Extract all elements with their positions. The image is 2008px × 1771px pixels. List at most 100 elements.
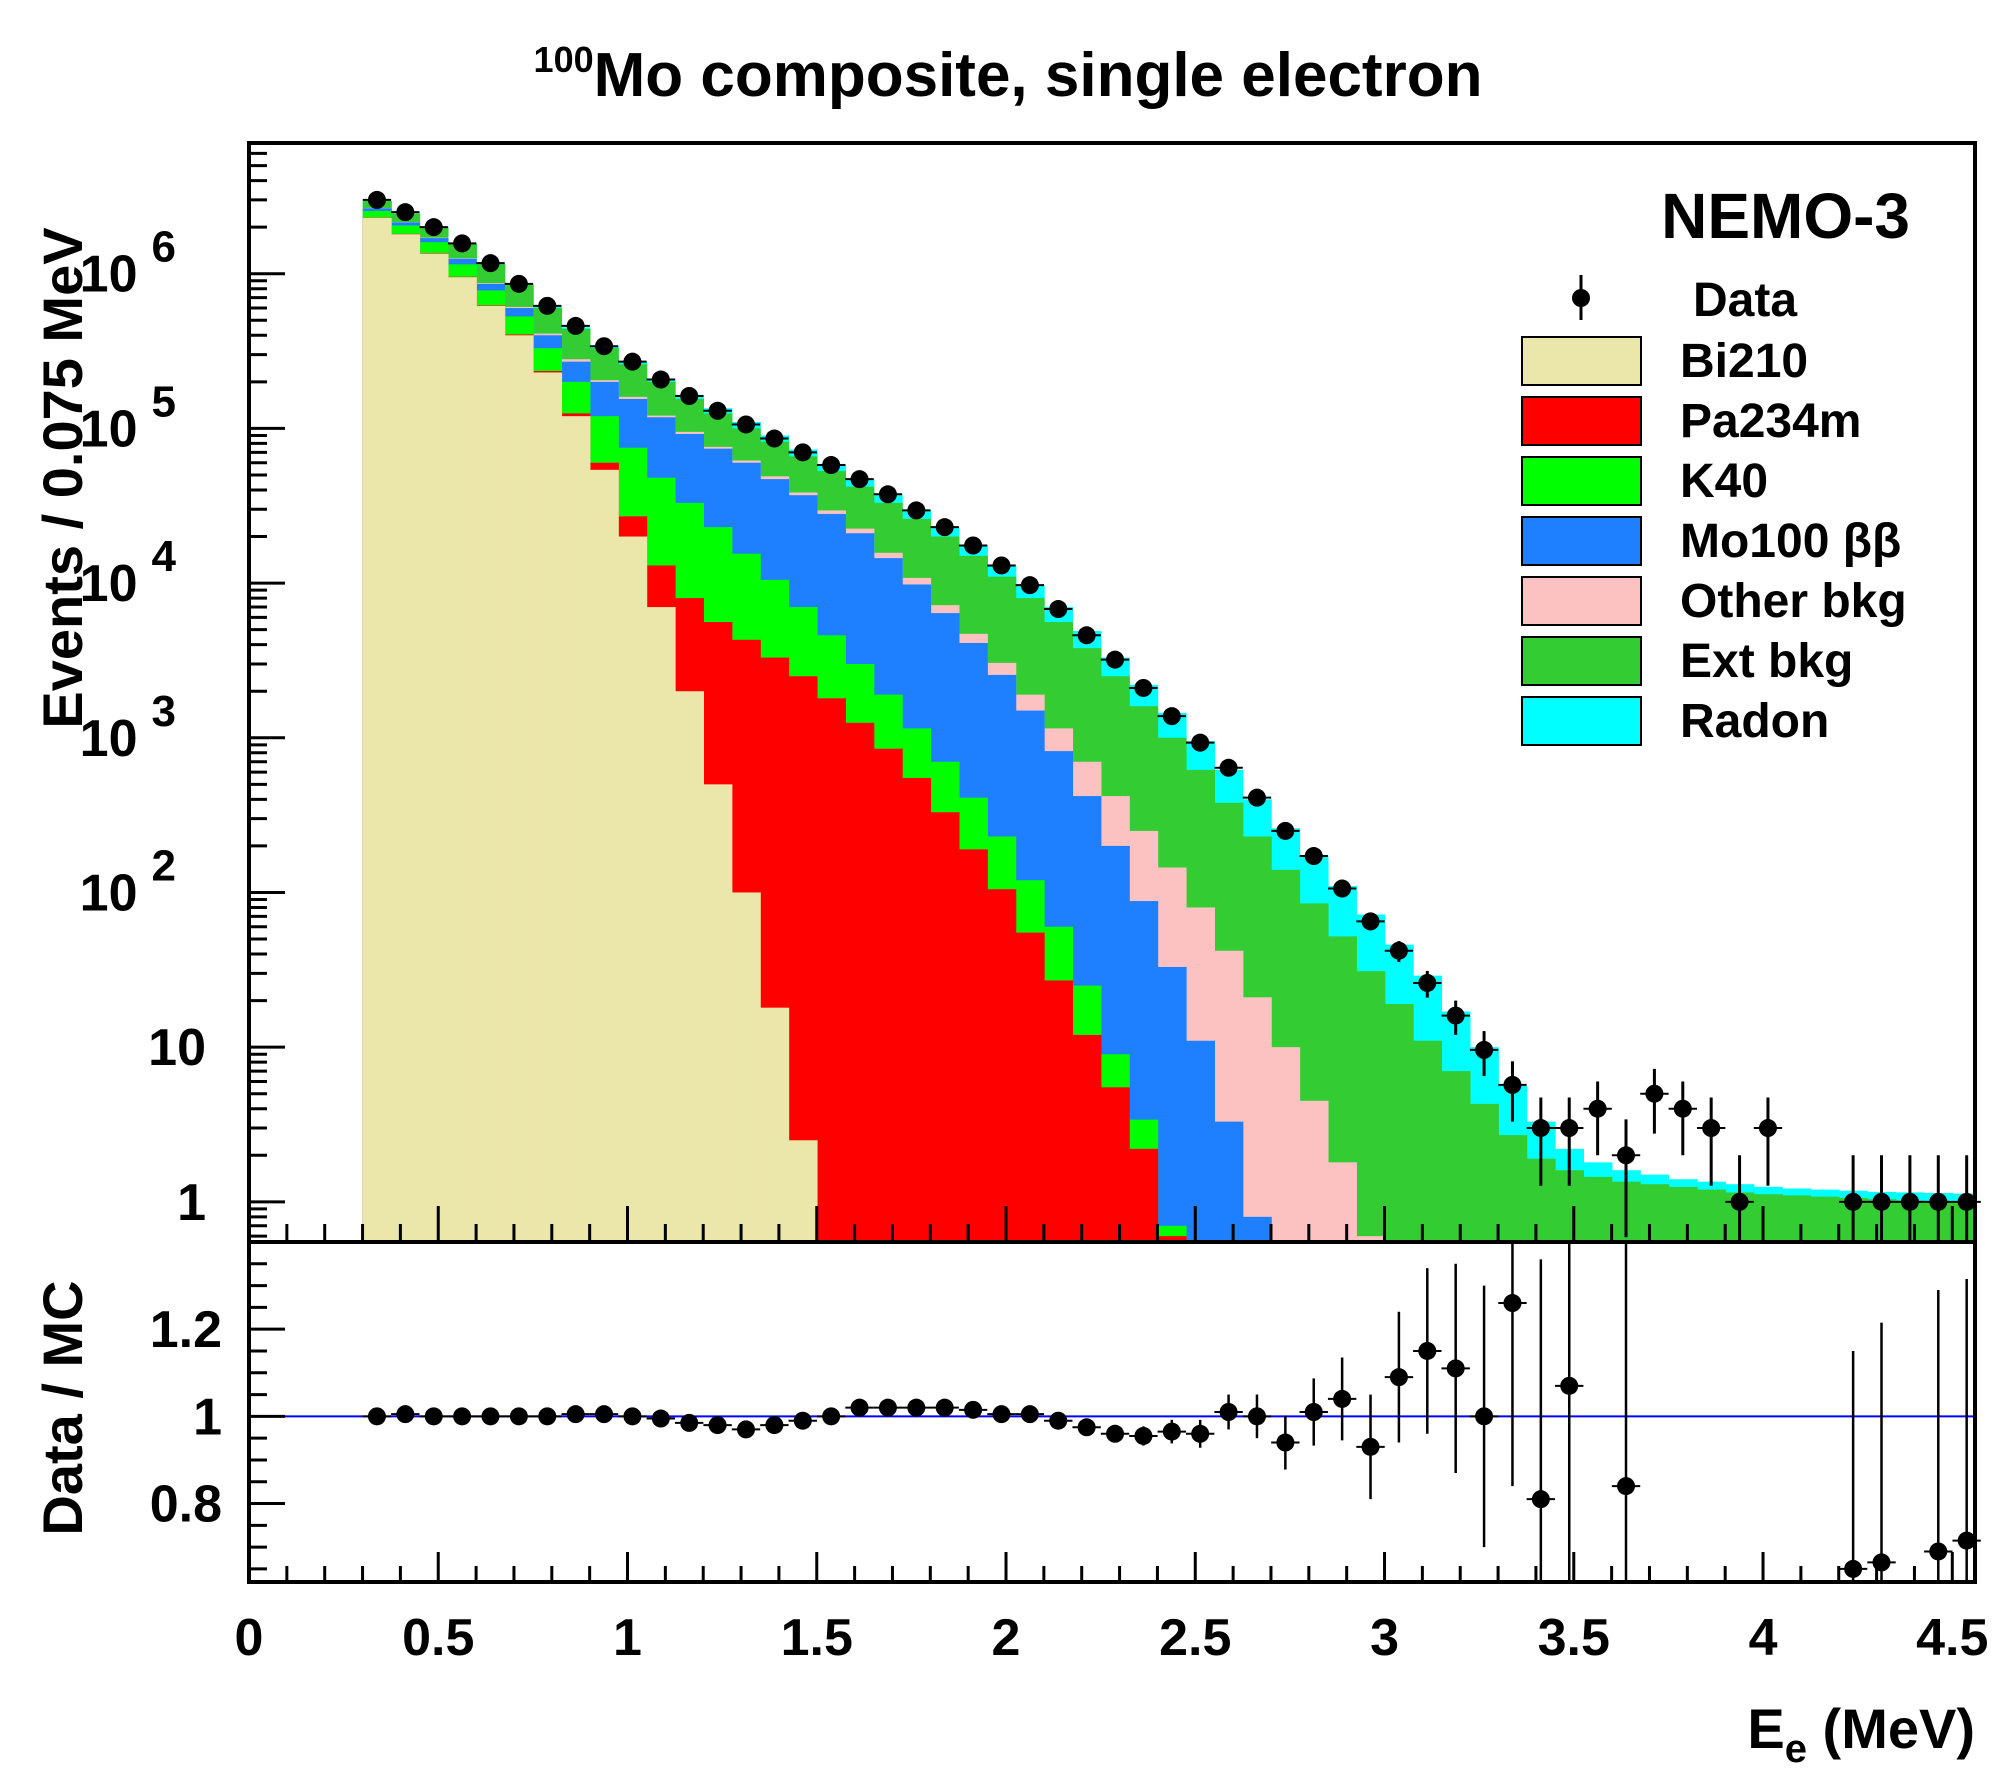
data-point [987, 556, 1016, 575]
x-tick-label: 0.5 [402, 1609, 474, 1667]
bar-other-33 [1299, 1100, 1329, 1242]
ratio-point [476, 1407, 505, 1426]
bar-bi210-0 [362, 217, 392, 1242]
ratio-point [1100, 1424, 1130, 1443]
data-point [362, 190, 392, 209]
bar-other-34 [1327, 1162, 1357, 1242]
data-point [476, 254, 505, 273]
ratio-marker [1446, 1359, 1465, 1378]
bar-ext-43 [1583, 1176, 1613, 1242]
y-tick-exponent: 2 [152, 841, 176, 890]
data-marker [453, 234, 472, 253]
legend-entry-pa234m: Pa234m [1521, 395, 1861, 448]
data-marker [1617, 1146, 1636, 1165]
ratio-marker [651, 1409, 670, 1428]
experiment-label: NEMO-3 [1661, 180, 1910, 252]
bar-bi210-5 [504, 335, 534, 1242]
data-marker [1191, 733, 1210, 752]
data-marker [878, 485, 897, 504]
ratio-marker [907, 1398, 926, 1417]
ratio-marker [708, 1416, 727, 1435]
data-point [788, 443, 817, 462]
data-point [1895, 1155, 1925, 1242]
ratio-marker [1049, 1411, 1068, 1430]
y-tick-exponent: 3 [152, 687, 176, 736]
x-tick-label: 1 [613, 1609, 642, 1667]
data-marker [1077, 626, 1096, 645]
legend-swatch-ext [1521, 636, 1642, 686]
bar-pa234m-28 [1157, 1236, 1187, 1242]
data-point [1384, 941, 1414, 963]
ratio-point [1327, 1357, 1357, 1441]
bar-bi210-12 [703, 784, 733, 1242]
data-marker [1049, 600, 1068, 619]
legend-entry-mo100: Mo100 ββ [1521, 515, 1901, 568]
ratio-marker [1106, 1424, 1125, 1443]
y-tick-base: 1 [177, 1174, 206, 1232]
ratio-point [391, 1405, 420, 1424]
data-marker [1134, 678, 1153, 697]
ratio-marker [396, 1405, 415, 1424]
ratio-marker [538, 1407, 557, 1426]
bar-mo100-30 [1214, 1121, 1244, 1242]
data-marker [935, 518, 954, 537]
ratio-point [788, 1411, 817, 1430]
legend-swatch-k40 [1521, 456, 1642, 506]
bar-bi210-10 [646, 607, 676, 1242]
data-marker [538, 296, 557, 315]
ratio-marker [793, 1411, 812, 1430]
ratio-marker [1418, 1341, 1437, 1360]
bar-ext-37 [1413, 1040, 1443, 1242]
data-point [1157, 707, 1186, 726]
data-point [1753, 1097, 1783, 1186]
ratio-point [1952, 1279, 1981, 1582]
ratio-marker [1560, 1376, 1579, 1395]
bar-bi210-1 [391, 234, 421, 1243]
y-tick-base: 10 [148, 1019, 206, 1077]
data-point [930, 518, 959, 537]
bar-bi210-8 [589, 469, 619, 1242]
bar-bi210-15 [788, 1140, 818, 1242]
data-point [1469, 1031, 1499, 1077]
data-marker [367, 190, 386, 209]
data-point [618, 352, 647, 371]
data-marker [1844, 1192, 1863, 1211]
data-marker [1361, 912, 1380, 931]
ratio-point [902, 1398, 931, 1417]
y-tick-base: 10 [80, 400, 138, 458]
ratio-point [1271, 1415, 1300, 1470]
ratio-marker [680, 1413, 699, 1432]
data-marker [1106, 650, 1125, 669]
data-point [1242, 788, 1272, 807]
legend-label-pa234m: Pa234m [1680, 395, 1861, 448]
bar-bi210-14 [760, 1007, 790, 1242]
ratio-point [675, 1413, 704, 1432]
data-marker [566, 316, 585, 335]
y-axis-title-ratio: Data / MC [31, 1280, 94, 1535]
ratio-marker [1929, 1542, 1948, 1561]
ratio-marker [1247, 1407, 1266, 1426]
data-point [646, 370, 676, 389]
ratio-marker [850, 1398, 869, 1417]
x-tick-label: 2 [992, 1609, 1021, 1667]
y-tick-label-main: 10 [148, 1019, 206, 1077]
y-tick-label-main: 10 3 [80, 687, 176, 768]
y-tick-label-ratio: 1 [193, 1388, 222, 1446]
legend-swatch-radon [1521, 696, 1642, 746]
ratio-marker [1617, 1477, 1636, 1496]
y-tick-label-ratio: 0.8 [150, 1476, 222, 1534]
ratio-point [447, 1407, 477, 1426]
ratio-point [589, 1405, 619, 1424]
bar-other-32 [1271, 1047, 1301, 1242]
y-axis-title-main: Events / 0.075 MeV [31, 227, 94, 728]
ratio-marker [822, 1407, 841, 1426]
ratio-points [362, 1242, 1981, 1582]
data-point [504, 274, 534, 293]
y-tick-label-main: 10 4 [80, 532, 177, 613]
bar-mo100-31 [1242, 1216, 1272, 1242]
data-marker [1389, 941, 1408, 960]
bar-bi210-2 [419, 253, 449, 1242]
x-tick-label: 2.5 [1159, 1609, 1231, 1667]
data-marker [822, 456, 841, 475]
data-marker [1418, 973, 1437, 992]
